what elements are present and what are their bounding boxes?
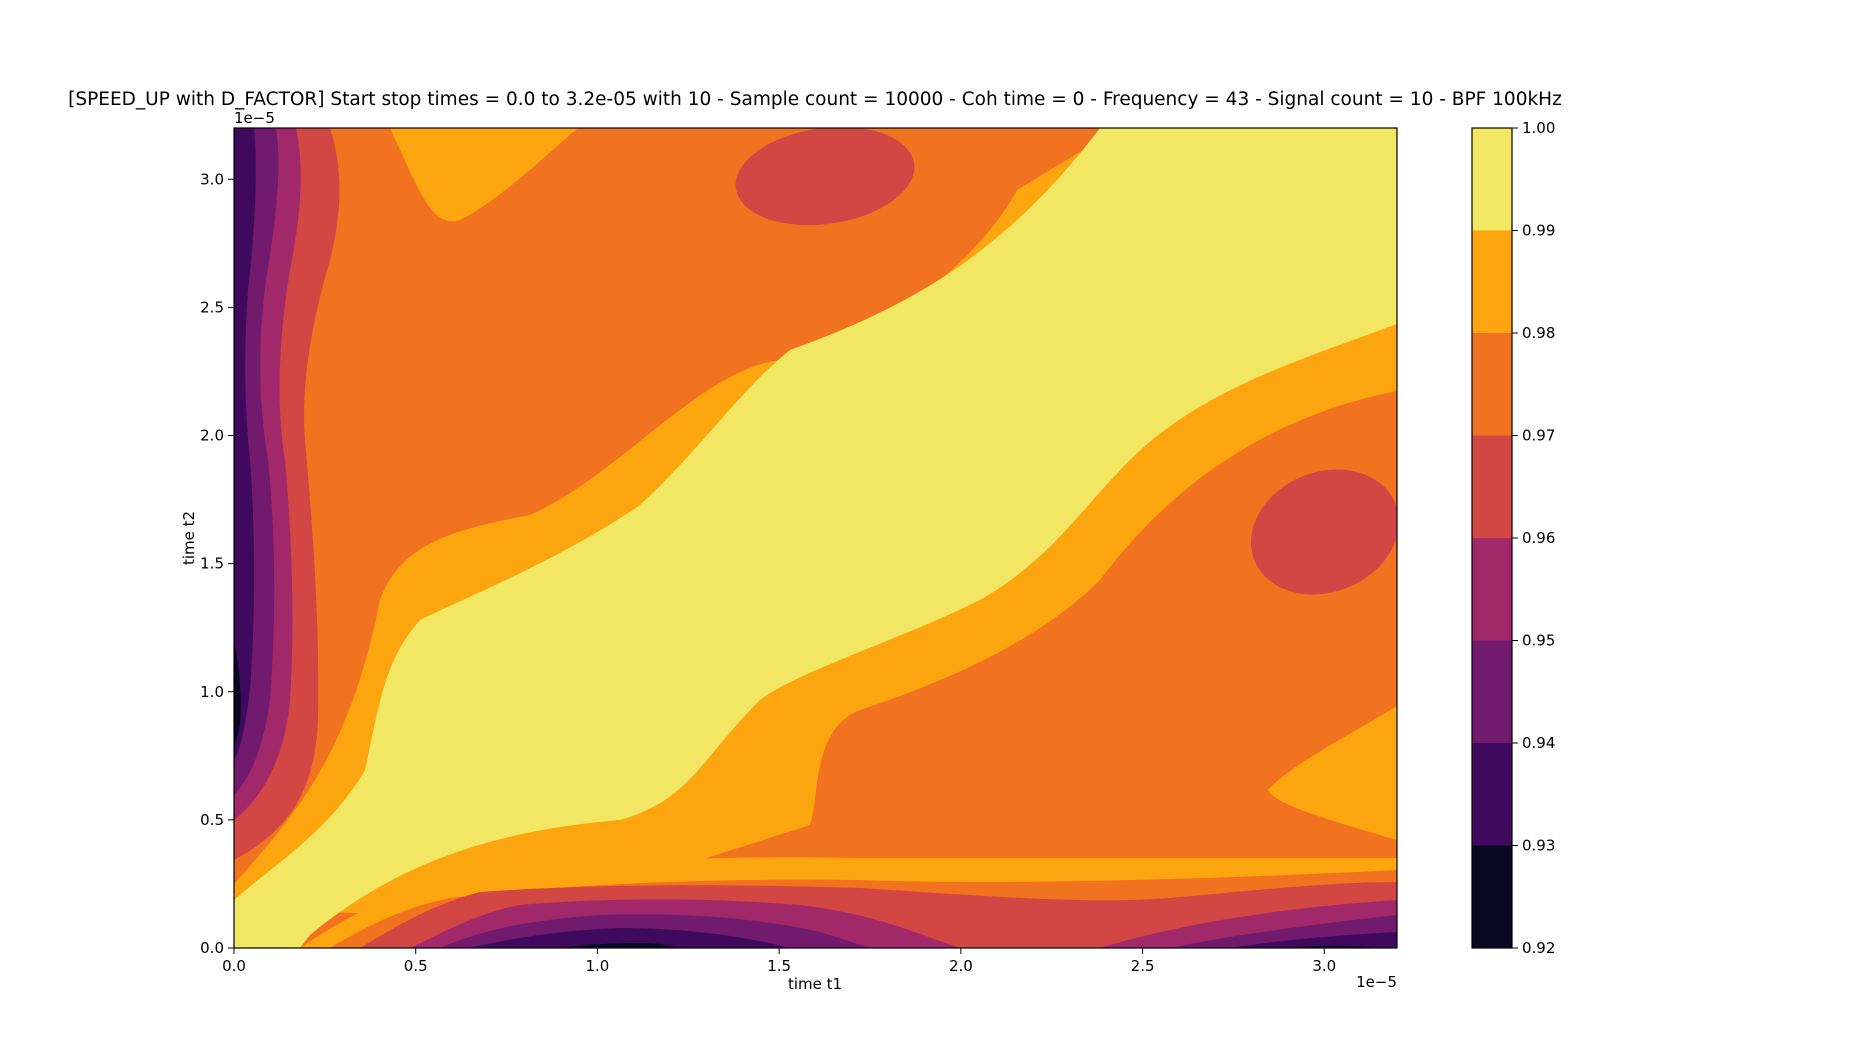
x-axis-ticks: 0.0 0.5 1.0 1.5 2.0 2.5 3.0 <box>222 948 1336 975</box>
contour-band-0.98-0.99-top-notch <box>390 128 578 222</box>
colorbar-tick-label-4: 0.96 <box>1522 529 1555 547</box>
y-tick-label-6: 3.0 <box>200 170 224 188</box>
contour-band-0.96-0.97-top-ellipse <box>735 128 915 226</box>
x-tick-label-1: 0.5 <box>404 957 428 975</box>
colorbar-tick-label-5: 0.97 <box>1522 427 1555 445</box>
colorbar-band-4 <box>1472 435 1512 538</box>
x-tick-label-2: 1.0 <box>586 957 610 975</box>
contour-band-0.99-1.00-ridge <box>234 128 1397 948</box>
y-tick-label-5: 2.5 <box>200 298 224 316</box>
colorbar-ticks: 0.92 0.93 0.94 0.95 0.96 0.97 0.98 0.99 1.00 <box>1512 119 1555 957</box>
x-tick-label-0: 0.0 <box>222 957 246 975</box>
colorbar-tick-label-3: 0.95 <box>1522 632 1555 650</box>
colorbar-tick-label-0: 0.92 <box>1522 939 1555 957</box>
contour-band-0.98-0.99-right-wedge <box>1268 706 1397 840</box>
y-tick-label-0: 0.0 <box>200 939 224 957</box>
y-tick-label-1: 0.5 <box>200 811 224 829</box>
colorbar-band-5 <box>1472 333 1512 436</box>
colorbar-band-2 <box>1472 640 1512 743</box>
chart-title: [SPEED_UP with D_FACTOR] Start stop time… <box>68 89 1562 110</box>
contour-band-0.92-0.93-left <box>234 640 241 748</box>
x-tick-label-4: 2.0 <box>949 957 973 975</box>
x-offset-label: 1e−5 <box>1356 973 1397 991</box>
y-tick-label-2: 1.0 <box>200 683 224 701</box>
plot-frame <box>233 127 1398 949</box>
y-axis-label: time t2 <box>180 511 198 565</box>
y-tick-label-4: 2.0 <box>200 427 224 445</box>
colorbar-tick-label-2: 0.94 <box>1522 734 1555 752</box>
contour-band-0.93-0.94-left <box>234 128 256 760</box>
colorbar-band-1 <box>1472 743 1512 846</box>
contour-band-0.97-0.98-lower <box>234 391 1397 948</box>
x-tick-label-6: 3.0 <box>1312 957 1336 975</box>
contour-band-0.93-0.94-bottom <box>470 928 1397 948</box>
contour-band-0.96-0.97-right-ellipse <box>1251 469 1397 595</box>
colorbar-band-0 <box>1472 845 1512 948</box>
x-axis-label: time t1 <box>788 975 842 993</box>
x-tick-label-3: 1.5 <box>767 957 791 975</box>
y-offset-label: 1e−5 <box>234 109 275 127</box>
colorbar-band-7 <box>1472 128 1512 231</box>
y-tick-label-3: 1.5 <box>200 555 224 573</box>
colorbar-band-3 <box>1472 538 1512 641</box>
colorbar <box>1472 128 1512 948</box>
plot-area <box>234 128 1397 948</box>
x-tick-label-5: 2.5 <box>1131 957 1155 975</box>
y-axis-ticks: 0.0 0.5 1.0 1.5 2.0 2.5 3.0 <box>200 170 234 957</box>
colorbar-tick-label-7: 0.99 <box>1522 222 1555 240</box>
colorbar-band-6 <box>1472 230 1512 333</box>
colorbar-tick-label-1: 0.93 <box>1522 837 1555 855</box>
colorbar-tick-label-6: 0.98 <box>1522 324 1555 342</box>
colorbar-tick-label-8: 1.00 <box>1522 119 1555 137</box>
